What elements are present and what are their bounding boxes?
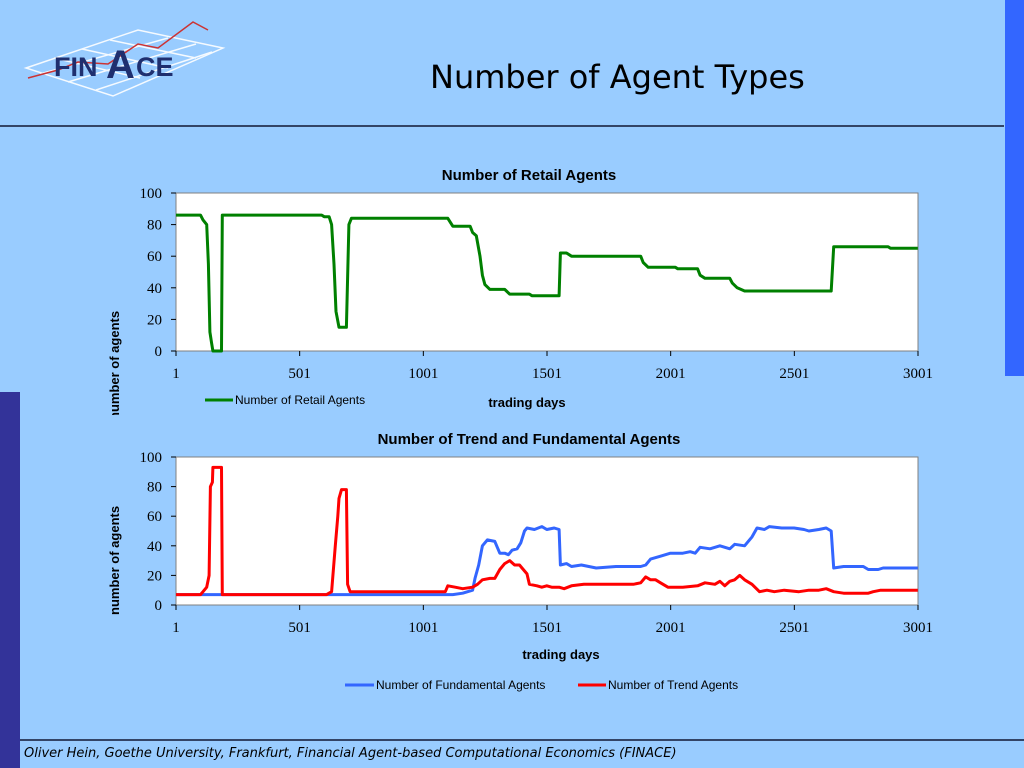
x-axis-label: trading days [488,395,565,410]
plot-area [175,456,919,606]
x-tick-label: 2501 [779,366,809,382]
x-tick-label: 1001 [408,620,438,636]
footer-divider [20,739,1024,741]
y-tick-label: 100 [140,186,163,202]
y-tick-label: 20 [147,312,162,328]
series-group [176,213,918,353]
footer-citation: Oliver Hein, Goethe University, Frankfur… [24,746,677,761]
legend-label-retail: Number of Retail Agents [235,393,365,407]
y-tick-label: 80 [147,480,162,496]
x-tick-label: 1001 [408,366,438,382]
x-ticks: 1 501 1001 1501 2001 2501 3001 [172,605,933,636]
left-accent-bar [0,392,20,768]
y-tick-label: 60 [147,509,162,525]
y-tick-label: 0 [155,598,163,614]
x-tick-label: 1 [172,620,180,636]
x-ticks: 1 501 1001 1501 2001 2501 3001 [172,351,933,382]
x-tick-label: 1 [172,366,180,382]
series-line-number-of-retail-agents [176,213,918,353]
x-tick-label: 3001 [903,366,933,382]
y-tick-label: 0 [155,344,163,360]
logo-trend-line [27,21,209,79]
chart-title: Number of Trend and Fundamental Agents [378,431,681,448]
x-tick-label: 3001 [903,620,933,636]
x-axis-label: trading days [522,647,599,662]
trend-fundamental-chart: Number of Trend and Fundamental Agents 0… [107,431,933,692]
x-tick-label: 1501 [532,620,562,636]
logo-text-fin: FIN [54,52,98,82]
x-tick-label: 2001 [656,620,686,636]
right-accent-bar [1005,0,1024,376]
legend: Number of Retail Agents [205,393,365,407]
y-tick-label: 100 [140,450,163,466]
y-ticks: 0 20 40 60 80 100 [140,450,176,614]
x-tick-label: 501 [288,366,311,382]
y-axis-label: number of agents [107,311,122,415]
y-tick-label: 40 [147,281,162,297]
logo-text-a: A [106,43,135,87]
y-axis-label: number of agents [107,506,122,615]
x-tick-label: 501 [288,620,311,636]
plot-area [175,192,919,352]
y-tick-label: 60 [147,249,162,265]
y-ticks: 0 20 40 60 80 100 [140,186,176,360]
chart-title: Number of Retail Agents [442,167,616,184]
y-tick-label: 80 [147,218,162,234]
legend-label-fundamental: Number of Fundamental Agents [376,678,545,692]
series-line-number-of-trend-agents [176,465,918,597]
series-line-number-of-fundamental-agents [176,525,918,597]
finace-logo: FIN A CE [23,21,226,97]
logo-text-ce: CE [136,52,174,82]
x-tick-label: 2001 [656,366,686,382]
x-tick-label: 1501 [532,366,562,382]
series-group [176,465,918,597]
legend-label-trend: Number of Trend Agents [608,678,738,692]
y-tick-label: 20 [147,568,162,584]
header-divider [0,125,1004,127]
y-tick-label: 40 [147,539,162,555]
slide-title: Number of Agent Types [430,58,805,96]
legend: Number of Fundamental Agents Number of T… [345,678,738,692]
x-tick-label: 2501 [779,620,809,636]
